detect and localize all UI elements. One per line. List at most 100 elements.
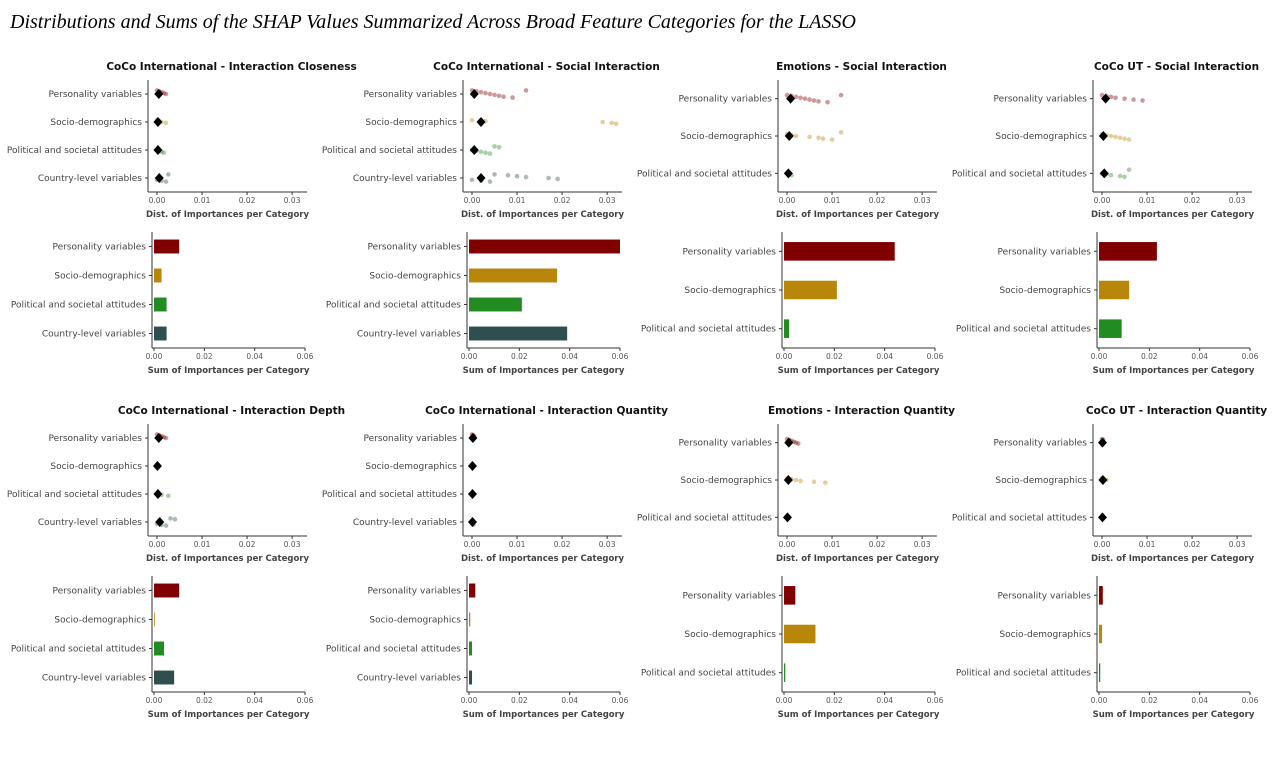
data-point (555, 176, 560, 182)
x-tick-label: 0.02 (1184, 196, 1201, 205)
data-point (807, 97, 812, 102)
x-tick-label: 0.02 (869, 196, 886, 205)
data-point (163, 91, 169, 97)
x-tick-label: 0.00 (776, 696, 793, 705)
x-tick-label: 0.00 (464, 196, 481, 205)
x-tick-label: 0.04 (561, 696, 578, 705)
y-tick-label: Socio-demographics (50, 462, 142, 472)
x-axis-label: Sum of Importances per Category (778, 366, 940, 376)
data-point (822, 480, 828, 486)
x-tick-label: 0.01 (194, 196, 211, 205)
panel-title: Emotions - Interaction Quantity (768, 405, 955, 417)
x-tick-label: 0.02 (239, 196, 256, 205)
y-tick-label: Political and societal attitudes (952, 513, 1087, 523)
x-axis-label: Sum of Importances per Category (1093, 366, 1255, 376)
mean-marker (154, 89, 164, 99)
data-point (793, 133, 799, 139)
y-tick-label: Political and societal attitudes (322, 146, 457, 156)
data-point (811, 98, 817, 103)
data-point (600, 119, 605, 125)
y-tick-label: Personality variables (53, 587, 147, 597)
mean-marker (153, 117, 163, 127)
data-point (546, 175, 551, 181)
data-point (523, 88, 529, 93)
x-tick-label: 0.01 (824, 540, 841, 549)
y-tick-label: Personality variables (49, 90, 143, 100)
data-point (163, 435, 169, 441)
x-tick-label: 0.02 (826, 696, 843, 705)
data-point (514, 173, 520, 179)
x-tick-label: 0.00 (1091, 352, 1108, 361)
mean-marker (467, 489, 477, 499)
x-tick-label: 0.03 (1229, 196, 1246, 205)
x-tick-label: 0.02 (1141, 696, 1158, 705)
mean-marker (476, 117, 486, 127)
bar (784, 242, 895, 261)
x-tick-label: 0.00 (461, 352, 478, 361)
y-tick-label: Personality variables (998, 591, 1092, 601)
mean-marker (1097, 437, 1107, 448)
mean-marker (153, 145, 163, 155)
data-point (838, 92, 844, 98)
x-axis-label: Dist. of Importances per Category (776, 210, 940, 220)
y-tick-label: Personality variables (994, 95, 1088, 105)
y-tick-label: Socio-demographics (684, 630, 776, 640)
bar (469, 670, 473, 685)
x-tick-label: 0.06 (927, 696, 944, 705)
x-tick-label: 0.03 (599, 540, 616, 549)
x-tick-label: 0.01 (1139, 540, 1156, 549)
data-point (829, 137, 835, 142)
x-tick-label: 0.00 (776, 352, 793, 361)
x-tick-label: 0.06 (927, 352, 944, 361)
y-tick-label: Political and societal attitudes (11, 645, 146, 655)
data-point (483, 90, 488, 96)
y-tick-label: Country-level variables (357, 330, 461, 340)
data-point (165, 493, 171, 499)
data-point (793, 477, 799, 483)
data-point (483, 150, 488, 155)
mean-marker (1101, 93, 1111, 104)
panel-title: CoCo International - Interaction Closene… (106, 61, 356, 73)
y-tick-label: Socio-demographics (54, 272, 146, 282)
data-point (501, 94, 506, 99)
y-tick-label: Political and societal attitudes (322, 490, 457, 500)
y-tick-label: Socio-demographics (999, 630, 1091, 640)
y-tick-label: Socio-demographics (680, 476, 772, 486)
data-point (469, 117, 475, 123)
mean-marker (786, 93, 796, 104)
x-tick-label: 0.02 (239, 540, 256, 549)
x-axis-label: Sum of Importances per Category (778, 710, 940, 720)
x-tick-label: 0.04 (561, 352, 578, 361)
bar (1099, 280, 1130, 300)
data-point (1126, 137, 1132, 142)
data-point (793, 94, 799, 100)
data-point (613, 121, 619, 127)
x-tick-label: 0.02 (554, 540, 571, 549)
x-tick-label: 0.02 (1141, 352, 1158, 361)
mean-marker (1099, 168, 1109, 179)
data-point (820, 136, 826, 141)
x-tick-label: 0.04 (246, 696, 263, 705)
panel-title: CoCo International - Social Interaction (433, 61, 660, 73)
y-tick-label: Personality variables (49, 434, 143, 444)
mean-marker (154, 433, 164, 443)
data-point (784, 92, 790, 98)
mean-marker (784, 437, 794, 448)
x-tick-label: 0.00 (779, 540, 796, 549)
y-tick-label: Country-level variables (353, 174, 457, 184)
x-tick-label: 0.03 (284, 196, 301, 205)
y-tick-label: Personality variables (679, 95, 773, 105)
data-point (161, 150, 167, 155)
y-tick-label: Personality variables (683, 247, 777, 257)
x-tick-label: 0.00 (1094, 540, 1111, 549)
x-tick-label: 0.00 (779, 196, 796, 205)
bar (469, 612, 471, 627)
bar (469, 268, 558, 283)
y-tick-label: Political and societal attitudes (637, 513, 772, 523)
mean-marker (155, 517, 165, 527)
bar (1099, 242, 1157, 261)
data-point (165, 172, 171, 177)
data-point (798, 95, 803, 101)
data-point (1113, 95, 1118, 101)
